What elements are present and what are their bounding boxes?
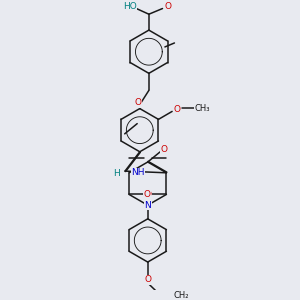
Text: HO: HO [123, 2, 136, 11]
Text: O: O [144, 275, 151, 284]
Text: O: O [135, 98, 142, 107]
Text: O: O [161, 145, 168, 154]
Text: O: O [174, 105, 181, 114]
Text: CH₂: CH₂ [174, 290, 189, 299]
Text: O: O [144, 190, 151, 199]
Text: H: H [113, 169, 120, 178]
Text: O: O [165, 2, 172, 11]
Text: O: O [145, 190, 152, 199]
Text: N: N [144, 201, 151, 210]
Text: CH₃: CH₃ [194, 104, 210, 113]
Text: NH: NH [131, 168, 145, 177]
